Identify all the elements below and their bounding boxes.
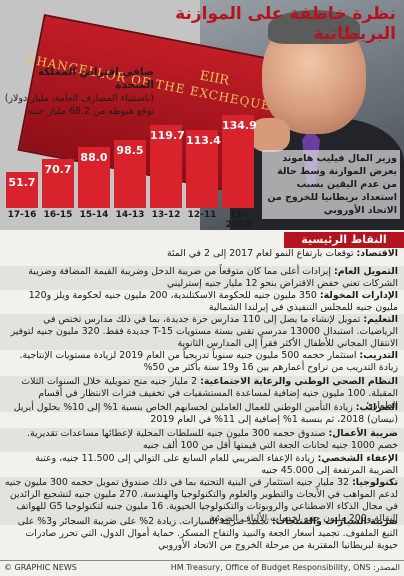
key-point-item: ضريبة السيارات والمنتجات: تجميد ضريبة ال… bbox=[0, 516, 404, 552]
category-label: 15-14 bbox=[79, 210, 109, 220]
key-point-label: التعليم: bbox=[363, 314, 398, 325]
bar-15-14 bbox=[78, 147, 110, 208]
key-point-text: توقعات بارتفاع النمو لعام 2017 إلى 2 في … bbox=[167, 248, 357, 259]
category-label: 13-12 bbox=[151, 210, 181, 220]
footer: © GRAPHIC NEWS المصدر: HM Treasury, Offi… bbox=[0, 560, 404, 576]
bar-value-label: 88.0 bbox=[80, 151, 108, 165]
section-heading: النقاط الرئيسية bbox=[284, 232, 404, 248]
key-point-item: ضريبة الأعمال: صندوق حجمه 300 مليون جنيه… bbox=[0, 428, 404, 452]
photo-caption: وزير المال فيليب هاموند يعرض الموازنة وس… bbox=[262, 150, 400, 219]
key-point-label: تكنولوجيا: bbox=[352, 477, 398, 488]
minister-hand bbox=[250, 118, 290, 152]
key-point-item: تكنولوجيا: 32 مليار جنيه استثمار في البن… bbox=[0, 477, 404, 525]
key-point-text: تمويل لإنشاء ما يصل إلى 110 مدارس حرة جد… bbox=[10, 314, 398, 349]
key-point-text: 350 مليون جنيه للحكومة الاسكتلندية، 200 … bbox=[28, 290, 398, 313]
category-label: 12-11 bbox=[187, 210, 217, 220]
category-label: 14-13 bbox=[115, 210, 145, 220]
key-point-label: ضريبة الأعمال: bbox=[328, 428, 398, 439]
hero-photo: CHANCELLOR OF THE EXCHEQUER EIIR bbox=[0, 0, 404, 230]
bar-17-16 bbox=[6, 172, 38, 208]
key-point-text: إيرادات أعلى مما كان متوقعاً من ضريبة ال… bbox=[28, 266, 398, 289]
chart-annotation: توقع هبوطه من 68.2 مليار جنيه bbox=[27, 106, 154, 117]
key-point-text: تجميد ضريبة السيارات. زيادة 2% على ضريبة… bbox=[17, 516, 398, 551]
category-label: 17-16 bbox=[7, 210, 37, 220]
key-point-label: الإدارات المخولة: bbox=[319, 290, 398, 301]
bar-value-label: 98.5 bbox=[116, 144, 144, 158]
category-label: 16-15 bbox=[43, 210, 73, 220]
key-point-text: استثمار حجمه 500 مليون جنيه سنوياً تدريج… bbox=[19, 350, 398, 373]
key-point-label: ضريبة السيارات والمنتجات: bbox=[271, 516, 398, 527]
key-point-text: صندوق حجمه 300 مليون جنيه للسلطات المحلي… bbox=[27, 428, 398, 451]
minister-hair bbox=[268, 10, 360, 44]
key-point-label: الإعفاء الشخصي: bbox=[317, 453, 398, 464]
bar-value-label: 70.7 bbox=[44, 163, 72, 177]
key-point-label: الاقتصاد: bbox=[356, 248, 398, 259]
bar-11-2010 bbox=[222, 114, 254, 208]
source-text: المصدر: HM Treasury, Office of Budget Re… bbox=[170, 563, 400, 572]
chart-title: صافي اقتراض المملكة المتحدة bbox=[37, 66, 154, 91]
key-point-text: زيادة الإعفاء الضريبي للعام السابع على ا… bbox=[35, 453, 398, 476]
bar-16-15 bbox=[42, 159, 74, 208]
key-point-label: التدريب: bbox=[359, 350, 398, 361]
bar-12-11 bbox=[186, 129, 218, 208]
bar-value-label: 119.7 bbox=[150, 129, 185, 143]
key-point-label: النظام الصحي الوطني والرعاية الاجتماعية: bbox=[200, 376, 398, 387]
category-label: 11-2010 bbox=[225, 210, 251, 230]
key-point-text: زيادة التأمين الوطني للعمال العاملين لحس… bbox=[13, 402, 398, 425]
chart-subtitle: (باستثناء المصارف العامة، مليار دولار) bbox=[4, 93, 154, 104]
key-point-item: التدريب: استثمار حجمه 500 مليون جنيه سنو… bbox=[0, 350, 404, 374]
key-point-text: 32 مليار جنيه استثمار في البنية التحتية … bbox=[4, 477, 398, 524]
key-point-item: التمويل العام: إيرادات أعلى مما كان متوق… bbox=[0, 266, 404, 290]
bar-14-13 bbox=[114, 140, 146, 208]
key-point-item: الضرائب: زيادة التأمين الوطني للعمال الع… bbox=[0, 402, 404, 426]
graphic-news-logo: © GRAPHIC NEWS bbox=[4, 563, 77, 572]
key-point-item: التعليم: تمويل لإنشاء ما يصل إلى 110 مدا… bbox=[0, 314, 404, 350]
bar-13-12 bbox=[150, 125, 182, 208]
borrowing-bar-chart: 51.7 17-16 70.7 16-15 88.0 15-14 98.5 14-13 119.… bbox=[0, 56, 258, 234]
key-points-list: الاقتصاد: توقعات بارتفاع النمو لعام 2017… bbox=[0, 248, 404, 556]
key-point-label: الضرائب: bbox=[355, 402, 398, 413]
key-point-item: الإدارات المخولة: 350 مليون جنيه للحكومة… bbox=[0, 290, 404, 314]
key-point-item: النظام الصحي الوطني والرعاية الاجتماعية:… bbox=[0, 376, 404, 412]
key-point-label: التمويل العام: bbox=[333, 266, 398, 277]
chart-title-block: صافي اقتراض المملكة المتحدة (باستثناء ال… bbox=[4, 66, 154, 118]
key-point-item: الإعفاء الشخصي: زيادة الإعفاء الضريبي لل… bbox=[0, 453, 404, 477]
page-title: نظرة خاطفة على الموازنة البريطانية bbox=[175, 4, 396, 44]
bar-value-label: 51.7 bbox=[8, 176, 36, 190]
key-point-text: 2 مليار جنيه منح تمويلية خلال السنوات ال… bbox=[21, 376, 398, 411]
key-point-item: الاقتصاد: توقعات بارتفاع النمو لعام 2017… bbox=[0, 248, 404, 260]
bar-value-label: 113.4 bbox=[186, 133, 221, 147]
bar-value-label: 134.9 bbox=[222, 118, 257, 132]
